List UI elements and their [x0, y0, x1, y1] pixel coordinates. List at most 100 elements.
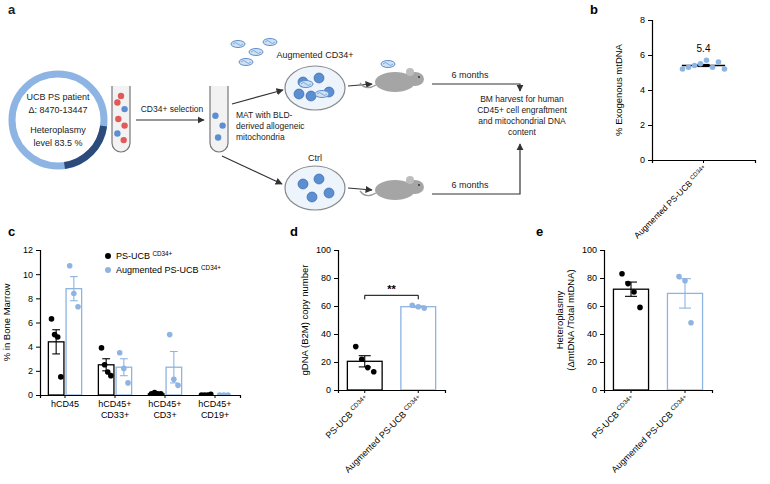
label-part: hCD45: [51, 399, 79, 409]
label-part: CD3+: [153, 410, 176, 420]
diagram-text: UCB PS patient: [26, 92, 90, 102]
dish: [285, 166, 345, 210]
x-tick-label: hCD45+CD3+: [148, 399, 181, 419]
diagram-text: Δ: 8470-13447: [28, 105, 87, 115]
y-tick: 0: [592, 385, 604, 395]
x-axis-line: [41, 396, 241, 399]
x-tick-label: PS-UCB CD34+: [322, 392, 370, 440]
mitochondrion-crista: [383, 63, 393, 66]
cell-icon: [314, 174, 324, 184]
error-bar-cap: [359, 355, 371, 356]
data-point: [75, 304, 81, 310]
cell-icon: [118, 93, 124, 99]
mitochondrion-icon: [381, 61, 395, 68]
y-tick-mark: [36, 250, 40, 251]
data-point: [415, 304, 421, 310]
y-tick: 10: [23, 270, 40, 280]
data-point: [704, 57, 710, 63]
x-tick-mark: [631, 390, 632, 393]
data-point: [686, 64, 692, 70]
mouse-eye: [418, 76, 420, 78]
error-bar-cap: [52, 329, 60, 330]
y-tick-label: 60: [321, 301, 331, 311]
data-point: [158, 391, 164, 395]
label-part: (ΔmtDNA /Total mtDNA): [565, 269, 576, 370]
y-tick-mark: [36, 371, 40, 372]
data-point: [722, 66, 728, 72]
cell-icon: [121, 122, 127, 128]
y-tick-label: 60: [587, 301, 597, 311]
y-axis-line: [334, 251, 339, 391]
label-superscript: CD34+: [615, 392, 634, 411]
y-tick-mark: [334, 278, 338, 279]
error-bar-cap: [52, 353, 60, 354]
label-part: hCD45+: [198, 399, 231, 409]
error-bar-cap: [120, 358, 128, 359]
data-point: [125, 380, 131, 386]
y-tick-mark: [648, 20, 652, 21]
data-point: [625, 281, 631, 287]
data-point: [353, 344, 359, 350]
y-tick-mark: [334, 250, 338, 251]
y-tick-mark: [648, 55, 652, 56]
diagram-text: content: [508, 127, 537, 137]
mouse-ear: [406, 68, 414, 76]
arrow: [232, 90, 283, 104]
y-tick-mark: [600, 390, 604, 391]
error-bar: [679, 279, 691, 308]
arrow: [432, 144, 520, 194]
label-part: Augmented PS-UCB: [116, 265, 201, 275]
y-tick-label: 0: [326, 385, 331, 395]
y-axis: 020406080100: [582, 245, 605, 395]
y-tick-mark: [600, 250, 604, 251]
x-tick: hCD45+CD19+: [198, 395, 231, 420]
legend: PS-UCB CD34+Augmented PS-UCB CD34+: [105, 250, 221, 276]
panel-a: aUCB PS patientΔ: 8470-13447Heteroplasmy…: [8, 2, 567, 210]
diagram-text: MAT with BLD-: [236, 110, 293, 120]
y-tick: 40: [321, 329, 338, 339]
y-tick: 20: [321, 357, 338, 367]
data-point: [692, 63, 698, 69]
mitochondrion-crista: [317, 93, 327, 96]
panel-c: c024681012% in Bone MarrowhCD45hCD45+CD3…: [1, 224, 241, 420]
cell-icon: [114, 99, 120, 105]
data-point: [71, 291, 77, 297]
x-tick-label: hCD45+CD19+: [198, 399, 231, 419]
mitochondrion-crista: [265, 41, 275, 44]
label-part: Augmented PS-UCB: [632, 177, 696, 241]
panel-b: b02468% Exogenous mtDNAAugmented PS-UCB …: [590, 2, 756, 241]
cell-icon: [115, 116, 121, 122]
x-tick-mark: [115, 395, 116, 398]
y-tick: 2: [640, 120, 652, 130]
x-tick-mark: [165, 395, 166, 398]
y-axis: 024681012: [23, 245, 41, 400]
x-axis: Augmented PS-UCB CD34+: [632, 160, 756, 241]
x-tick: hCD45+CD33+: [98, 395, 131, 420]
x-tick-mark: [215, 395, 216, 398]
diagram-text: Ctrl: [308, 153, 322, 163]
mitochondrion-icon: [263, 39, 277, 46]
error-bar: [52, 330, 60, 354]
label-part: PS-UCB: [324, 408, 357, 441]
label-part: Augmented PS-UCB: [609, 408, 676, 475]
x-tick: PS-UCB CD34+: [322, 390, 370, 440]
cell-icon: [314, 73, 324, 83]
y-tick-mark: [334, 390, 338, 391]
y-tick-mark: [36, 395, 40, 396]
y-tick-mark: [648, 160, 652, 161]
y-tick-mark: [36, 323, 40, 324]
cell-icon: [219, 122, 225, 128]
y-tick: 0: [28, 390, 40, 400]
x-tick: PS-UCB CD34+: [589, 390, 637, 440]
mitochondrion-icon: [231, 41, 245, 48]
y-tick-mark: [36, 274, 40, 275]
mitochondrion-icon: [239, 59, 253, 66]
error-bar: [70, 277, 78, 301]
y-tick-label: 100: [316, 245, 331, 255]
y-tick: 100: [316, 245, 338, 255]
data-point: [102, 362, 108, 368]
mouse-ear: [406, 176, 414, 184]
data-point: [421, 305, 427, 311]
label-part: % in Bone Marrow: [1, 284, 12, 362]
x-tick-label: hCD45: [51, 399, 79, 409]
